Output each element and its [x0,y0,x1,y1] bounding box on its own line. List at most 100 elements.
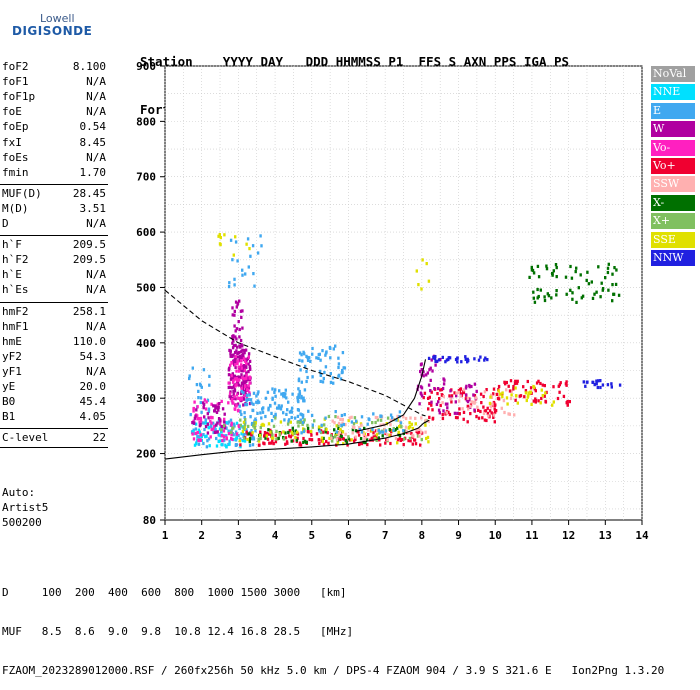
echo-point [427,419,430,424]
echo-point [347,435,350,439]
echo-point [600,281,603,285]
param-name: foE [2,105,22,119]
echo-point [374,420,377,425]
echo-point [285,396,288,400]
echo-point [503,410,506,415]
echo-point [365,438,369,442]
echo-point [206,431,210,435]
echo-point [228,442,231,446]
echo-point [290,406,294,410]
echo-point [569,264,572,269]
echo-point [238,335,241,339]
echo-point [332,381,335,385]
echo-point [276,406,279,410]
echo-point [571,291,574,295]
echo-point [248,381,251,385]
legend-item-vo-: Vo+ [651,158,695,174]
echo-point [313,419,316,423]
echo-point [227,432,231,436]
echo-point [235,379,239,383]
echo-point [267,428,270,432]
echo-point [210,427,213,432]
echo-point [509,379,513,383]
param-value: 3.51 [79,201,107,215]
echo-point [327,414,331,419]
echo-point [341,370,344,374]
echo-point [231,334,234,339]
echo-point [490,393,493,397]
auto-line: Auto: [2,486,36,499]
echo-point [235,349,238,353]
echo-point [551,273,554,277]
echo-point [464,355,467,359]
legend-item-nne: NNE [651,84,695,101]
echo-point [489,405,493,409]
echo-point [203,427,206,432]
echo-point [285,412,288,416]
echo-point [239,397,242,401]
echo-point [494,409,498,413]
echo-point [447,357,450,362]
row-d-value: 400 [108,586,128,599]
echo-point [248,393,251,397]
echo-point [232,384,236,388]
echo-point [291,439,295,443]
echo-point [358,426,361,430]
echo-point [284,392,287,396]
echo-point [426,435,430,439]
echo-point [448,412,452,417]
echo-point [256,401,259,405]
echo-point [408,436,412,440]
param-value: 54.3 [79,349,107,363]
echo-point [454,400,457,404]
echo-point [335,438,339,442]
echo-point [599,295,602,299]
echo-point [514,379,517,383]
echo-point [431,369,434,373]
echo-point [582,380,585,384]
echo-point [392,427,395,431]
echo-point [334,415,337,419]
echo-point [323,370,326,375]
echo-point [239,309,243,313]
echo-point [543,298,547,303]
echo-point [243,415,246,420]
echo-point [389,423,392,427]
echo-point [239,418,242,422]
echo-point [291,392,294,396]
param-row: foEs N/A [2,151,106,164]
echo-point [239,391,243,396]
echo-point [291,432,295,436]
echo-point [234,437,238,441]
echo-point [400,425,403,429]
echo-point [188,376,191,381]
echo-point [595,382,598,386]
param-row: foEp 0.54 [2,120,106,133]
header.labels-0: Station [140,54,193,69]
echo-point [331,376,335,380]
echo-point [278,389,281,393]
echo-point [315,432,319,436]
echo-point [238,404,241,408]
echo-point [308,356,311,360]
echo-point [232,392,235,396]
echo-point [497,384,501,389]
echo-point [339,437,342,441]
y-tick-label: 300 [136,392,156,405]
echo-point [479,355,482,359]
echo-point [309,359,312,363]
echo-point [532,271,536,275]
echo-point [396,414,399,418]
param-name: M(D) [2,201,29,215]
echo-point [199,438,202,442]
echo-point [232,426,235,430]
echo-point [225,434,228,438]
echo-point [242,352,245,356]
echo-point [209,435,212,439]
echo-point [575,300,578,304]
echo-point [405,429,408,433]
echo-point [264,436,267,440]
echo-point [306,375,309,380]
echo-point [419,385,423,389]
echo-point [595,379,598,383]
